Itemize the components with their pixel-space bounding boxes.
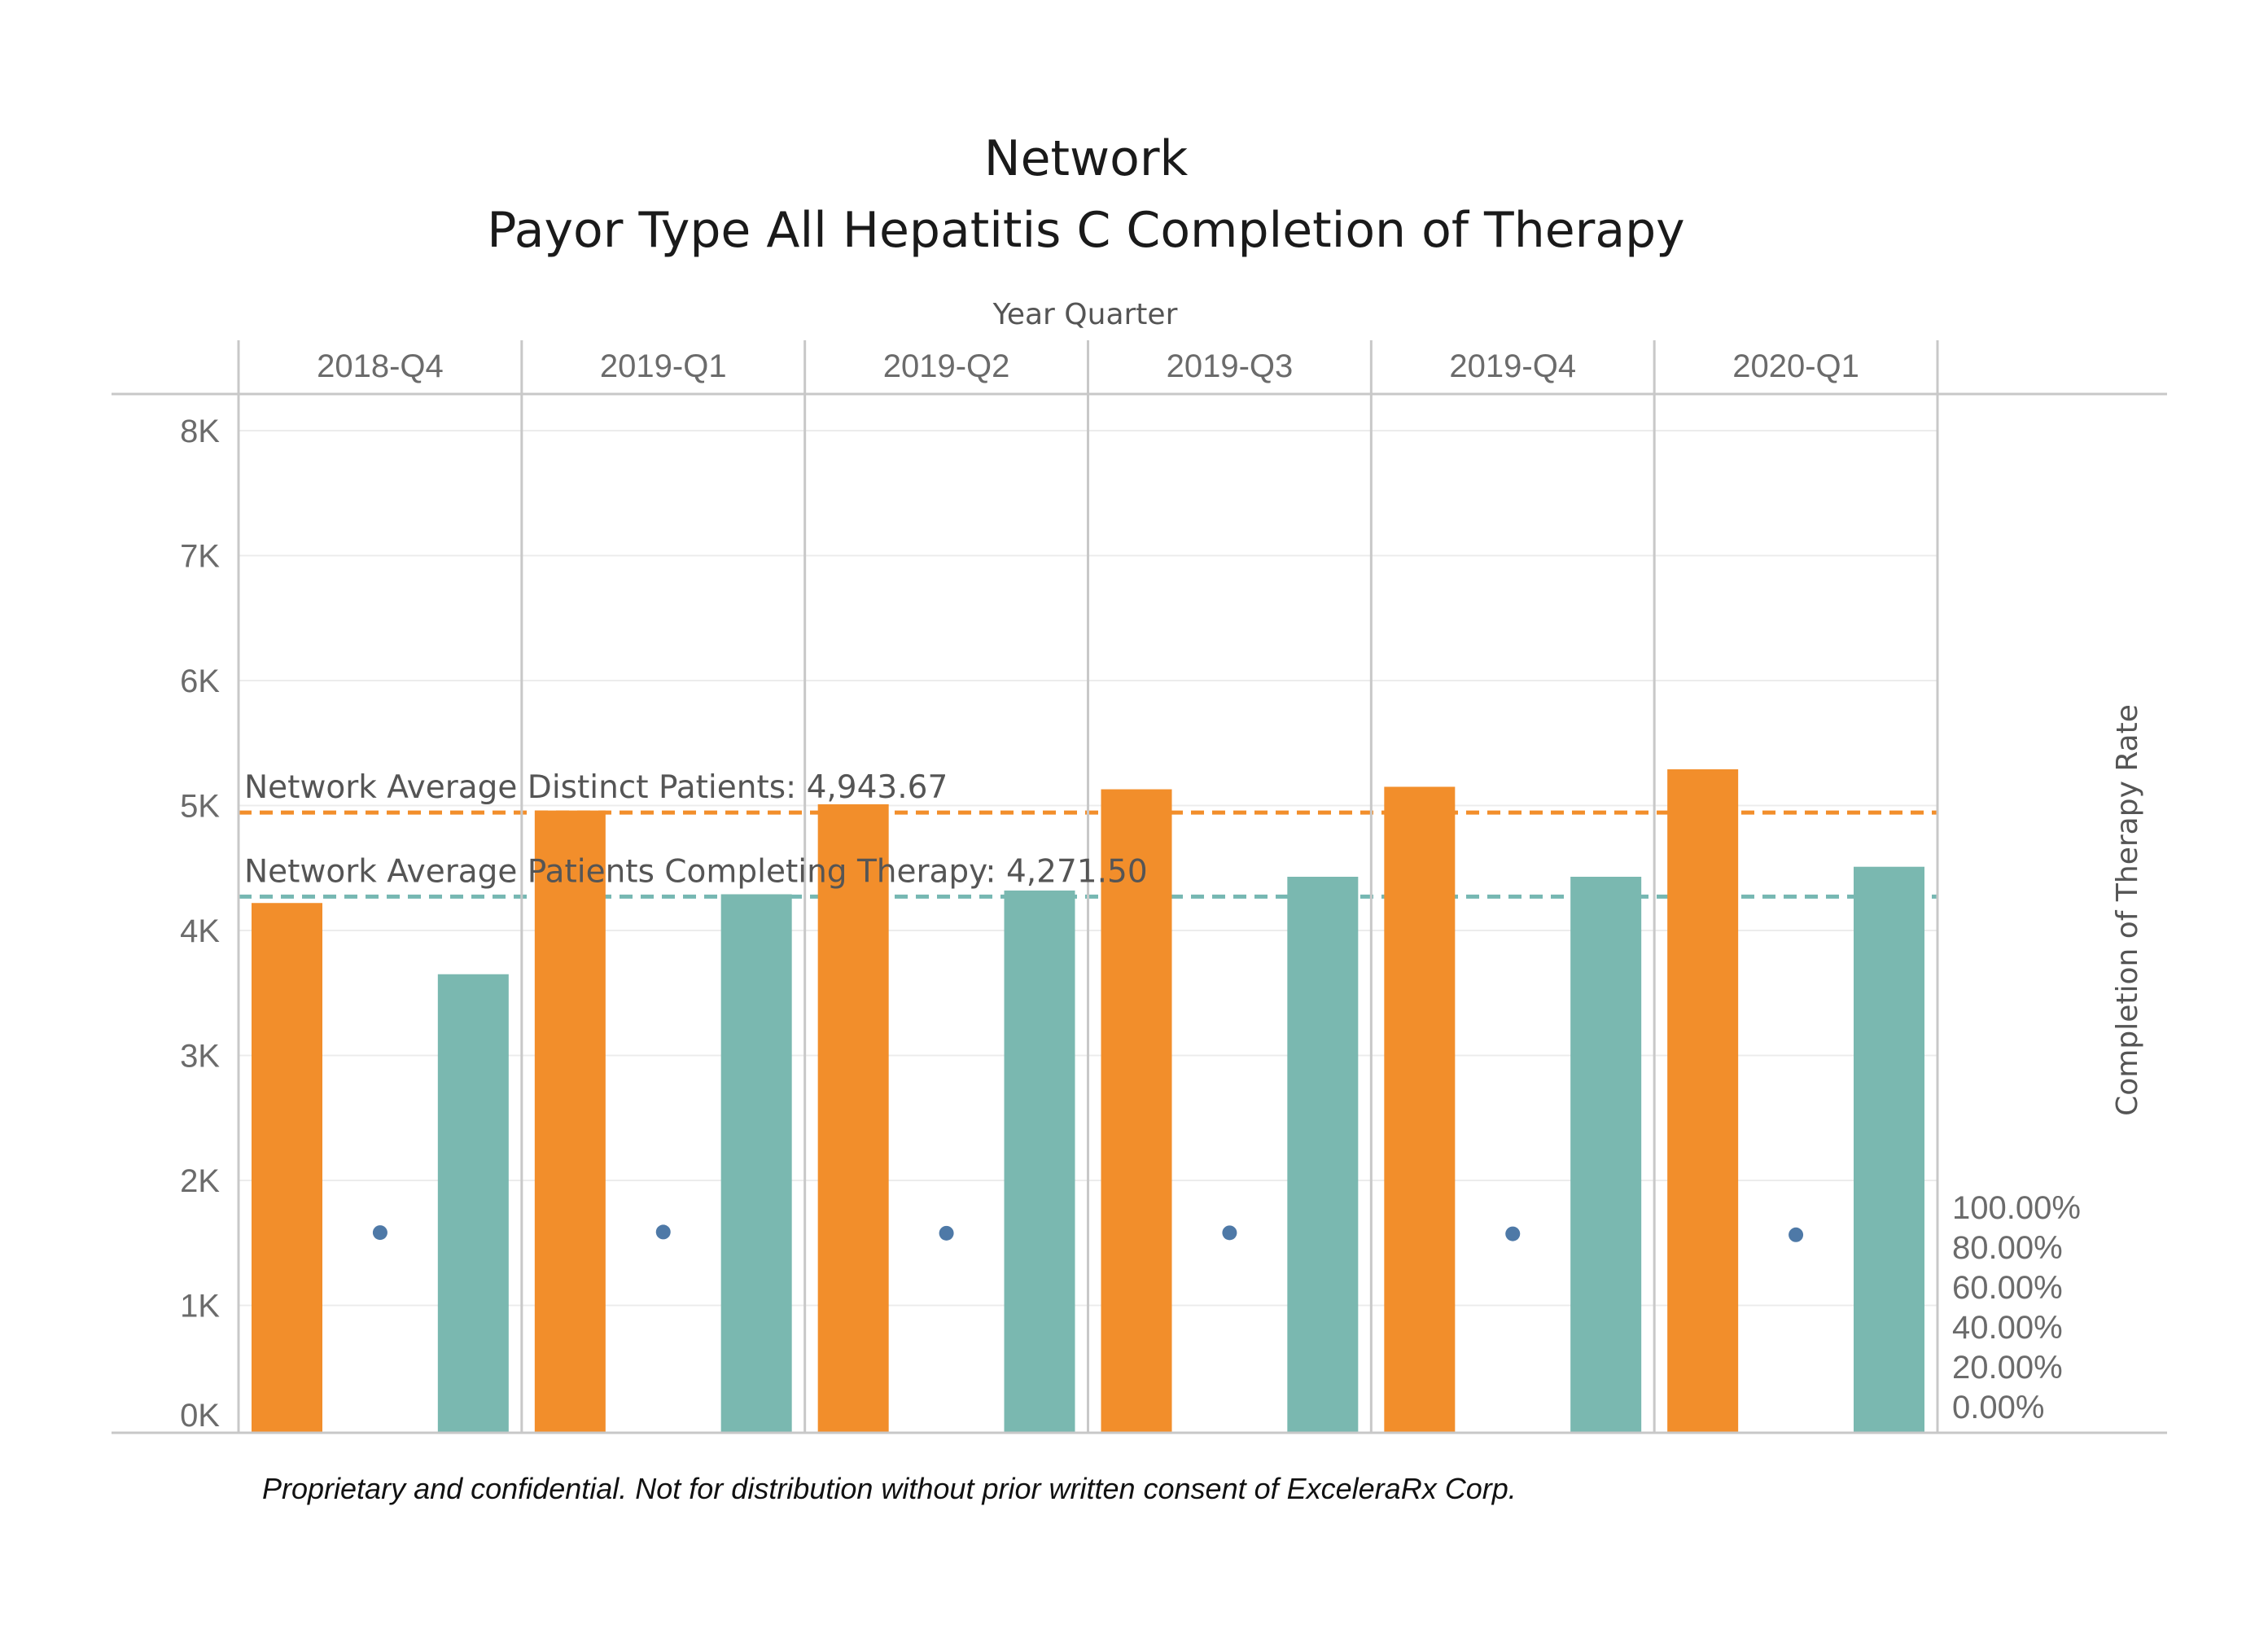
chart-title: Network: [984, 130, 1189, 187]
reference-labels: Network Average Distinct Patients: 4,943…: [244, 769, 1148, 890]
bar-distinct-patients: [534, 810, 606, 1433]
footnote: Proprietary and confidential. Not for di…: [262, 1472, 1517, 1505]
rate-points: [372, 1224, 1804, 1242]
bar-patients-completing: [720, 894, 792, 1433]
y-tick-label: 3K: [180, 1039, 220, 1075]
axis-labels: 0K 1K 2K 3K 4K 5K 6K 7K 8K 0.00% 20.00% 40.00% 60.00…: [180, 348, 2081, 1434]
bar-patients-completing: [1570, 876, 1642, 1433]
y-tick-label: 8K: [180, 414, 220, 449]
y2-tick-label: 100.00%: [1952, 1190, 2081, 1226]
y-tick-label: 7K: [180, 539, 220, 575]
bars: [252, 768, 1924, 1433]
bar-distinct-patients: [817, 803, 889, 1433]
rate-point: [1505, 1226, 1521, 1241]
x-category-label: 2018-Q4: [317, 348, 444, 384]
bar-patients-completing: [1004, 890, 1075, 1433]
rate-point: [1222, 1225, 1237, 1241]
bar-distinct-patients: [252, 903, 322, 1433]
x-category-label: 2019-Q4: [1449, 348, 1576, 384]
y2-tick-label: 80.00%: [1952, 1230, 2063, 1266]
y-tick-label: 6K: [180, 663, 220, 699]
y-tick-label: 4K: [180, 913, 220, 949]
y-tick-label: 0K: [180, 1398, 220, 1434]
bar-patients-completing: [437, 974, 509, 1433]
y-tick-label: 2K: [180, 1163, 220, 1199]
reference-label-2: Network Average Patients Completing Ther…: [244, 853, 1148, 890]
bar-distinct-patients: [1384, 786, 1456, 1433]
rate-point: [655, 1224, 671, 1240]
chart-frame: [112, 340, 2167, 1434]
bar-patients-completing: [1287, 876, 1359, 1433]
bar-distinct-patients: [1667, 768, 1739, 1433]
y2-tick-label: 20.00%: [1952, 1350, 2063, 1386]
y2-tick-label: 60.00%: [1952, 1270, 2063, 1306]
y-tick-label: 5K: [180, 789, 220, 825]
bar-patients-completing: [1854, 866, 1924, 1433]
y2-axis-title: Completion of Therapy Rate: [2111, 704, 2144, 1116]
bar-distinct-patients: [1101, 789, 1172, 1433]
rate-point: [1789, 1227, 1804, 1242]
x-axis-title: Year Quarter: [992, 298, 1178, 331]
x-category-label: 2019-Q1: [600, 348, 727, 384]
x-category-label: 2020-Q1: [1732, 348, 1859, 384]
reference-label-1: Network Average Distinct Patients: 4,943…: [244, 769, 948, 806]
rate-point: [939, 1225, 954, 1241]
y2-tick-label: 0.00%: [1952, 1390, 2044, 1425]
chart-subtitle: Payor Type All Hepatitis C Completion of…: [487, 202, 1684, 259]
x-category-label: 2019-Q2: [883, 348, 1010, 384]
rate-point: [372, 1225, 387, 1241]
y2-tick-label: 40.00%: [1952, 1310, 2063, 1346]
y-tick-label: 1K: [180, 1289, 220, 1325]
x-category-label: 2019-Q3: [1167, 348, 1294, 384]
